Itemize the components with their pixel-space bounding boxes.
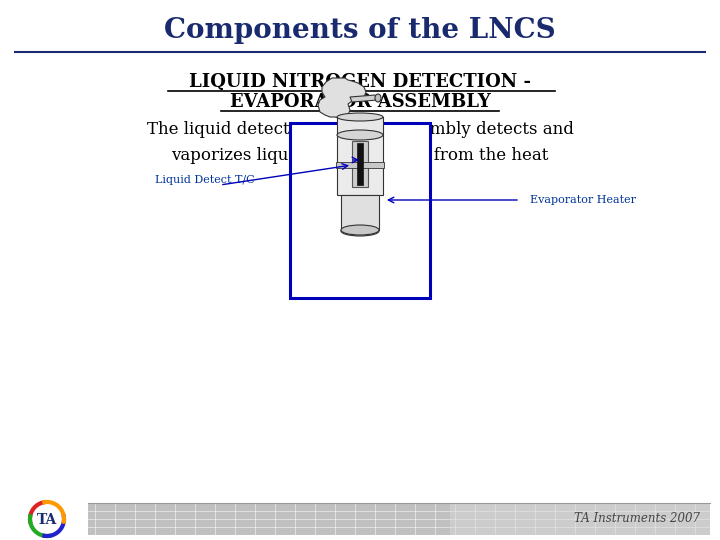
Ellipse shape xyxy=(337,113,383,121)
Bar xyxy=(352,141,368,187)
Circle shape xyxy=(24,496,70,540)
Text: TA Instruments 2007: TA Instruments 2007 xyxy=(574,512,700,525)
Text: TA: TA xyxy=(37,513,57,527)
Ellipse shape xyxy=(341,226,379,236)
Bar xyxy=(336,162,384,168)
Bar xyxy=(337,135,383,195)
Text: The liquid detect/evaporator assembly detects and
vaporizes liquid in the exhaus: The liquid detect/evaporator assembly de… xyxy=(147,121,573,189)
Polygon shape xyxy=(350,95,378,102)
Ellipse shape xyxy=(337,130,383,140)
Text: LIQUID NITROGEN DETECTION -: LIQUID NITROGEN DETECTION - xyxy=(189,73,531,91)
Ellipse shape xyxy=(341,225,379,235)
Text: Evaporator Heater: Evaporator Heater xyxy=(530,195,636,205)
Bar xyxy=(357,143,363,185)
Bar xyxy=(88,503,710,535)
Bar xyxy=(450,503,710,535)
Text: EVAPORATOR ASSEMBLY: EVAPORATOR ASSEMBLY xyxy=(230,93,490,111)
Bar xyxy=(341,195,379,230)
Bar xyxy=(337,117,383,135)
Text: Components of the LNCS: Components of the LNCS xyxy=(164,17,556,44)
Ellipse shape xyxy=(375,94,381,102)
Polygon shape xyxy=(318,78,366,120)
Bar xyxy=(290,123,430,298)
Text: Liquid Detect T/C: Liquid Detect T/C xyxy=(155,175,255,185)
